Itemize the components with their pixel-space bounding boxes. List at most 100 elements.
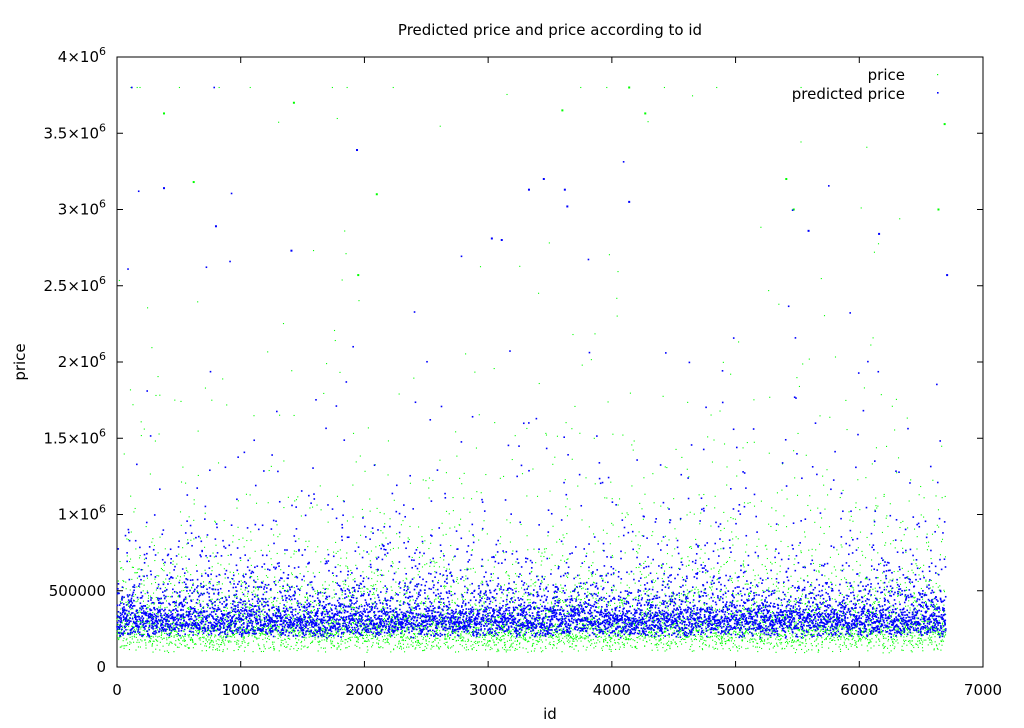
data-point <box>233 633 236 636</box>
data-point <box>513 616 515 618</box>
data-point <box>193 632 195 634</box>
data-point <box>350 595 352 597</box>
data-point <box>497 642 499 644</box>
data-point <box>352 621 354 624</box>
data-point <box>432 641 435 643</box>
data-point <box>432 479 434 482</box>
data-point <box>587 637 589 639</box>
data-point <box>197 593 200 595</box>
data-point <box>125 601 127 603</box>
data-point <box>655 594 657 596</box>
data-point <box>560 640 563 642</box>
data-point <box>497 616 499 618</box>
data-point <box>703 629 705 631</box>
data-point <box>183 589 185 592</box>
data-point <box>607 401 609 403</box>
data-point <box>289 628 292 630</box>
data-point <box>607 642 609 644</box>
data-point <box>312 640 314 642</box>
data-point <box>668 600 670 602</box>
data-point <box>594 633 596 635</box>
data-point <box>335 631 337 633</box>
data-point <box>724 629 726 631</box>
data-point <box>535 606 537 608</box>
points-layer <box>116 86 949 654</box>
data-point <box>473 536 475 538</box>
data-point <box>375 627 377 629</box>
data-point <box>608 648 610 650</box>
data-point <box>637 629 639 632</box>
data-point <box>207 636 209 638</box>
data-point <box>698 593 700 596</box>
data-point <box>325 591 327 593</box>
data-point <box>647 589 649 591</box>
data-point <box>280 630 282 632</box>
data-point <box>194 634 196 636</box>
data-point <box>469 634 471 636</box>
data-point <box>472 628 474 630</box>
data-point <box>393 633 395 635</box>
data-point <box>237 573 240 575</box>
data-point <box>461 596 463 598</box>
data-point <box>490 635 493 637</box>
data-point <box>725 587 727 589</box>
data-point <box>668 636 670 638</box>
data-point <box>241 631 243 633</box>
data-point <box>594 333 596 335</box>
data-point <box>715 633 717 635</box>
data-point <box>661 565 663 567</box>
data-point <box>151 643 154 645</box>
data-point <box>520 630 522 632</box>
data-point <box>181 635 184 637</box>
data-point <box>630 617 632 619</box>
data-point <box>671 642 673 644</box>
data-point <box>590 359 592 361</box>
data-point <box>175 634 177 636</box>
data-point <box>528 602 530 604</box>
data-point <box>537 641 539 643</box>
data-point <box>178 639 180 642</box>
data-point <box>562 555 564 557</box>
data-point <box>583 623 585 625</box>
data-point <box>172 629 174 631</box>
data-point <box>398 641 400 643</box>
data-point <box>240 580 242 582</box>
data-point <box>371 646 373 648</box>
data-point <box>156 640 158 642</box>
data-point <box>689 511 691 513</box>
data-point <box>457 598 459 600</box>
data-point <box>389 622 391 625</box>
data-point <box>406 636 408 638</box>
data-point <box>351 632 353 634</box>
data-point <box>297 602 299 604</box>
data-point <box>348 645 350 648</box>
data-point <box>560 584 562 586</box>
data-point <box>259 617 261 619</box>
data-point <box>264 627 266 629</box>
data-point <box>264 633 266 635</box>
data-point <box>371 571 373 573</box>
data-point <box>589 624 591 626</box>
data-point <box>428 477 431 479</box>
data-point <box>715 626 717 628</box>
data-point <box>618 631 620 633</box>
data-point <box>692 601 694 603</box>
data-point <box>425 605 427 607</box>
data-point <box>531 622 533 624</box>
data-point <box>652 619 655 621</box>
data-point <box>460 637 462 639</box>
data-point <box>632 639 634 641</box>
data-point <box>434 639 436 641</box>
data-point <box>199 616 201 618</box>
data-point <box>617 641 619 644</box>
data-point <box>286 629 288 631</box>
data-point <box>351 636 353 638</box>
data-point <box>486 533 488 535</box>
data-point <box>486 585 488 587</box>
data-point <box>314 628 316 630</box>
data-point <box>642 620 644 622</box>
data-point <box>178 638 180 640</box>
data-point <box>259 634 261 637</box>
data-point <box>719 569 721 571</box>
data-point <box>251 576 253 578</box>
